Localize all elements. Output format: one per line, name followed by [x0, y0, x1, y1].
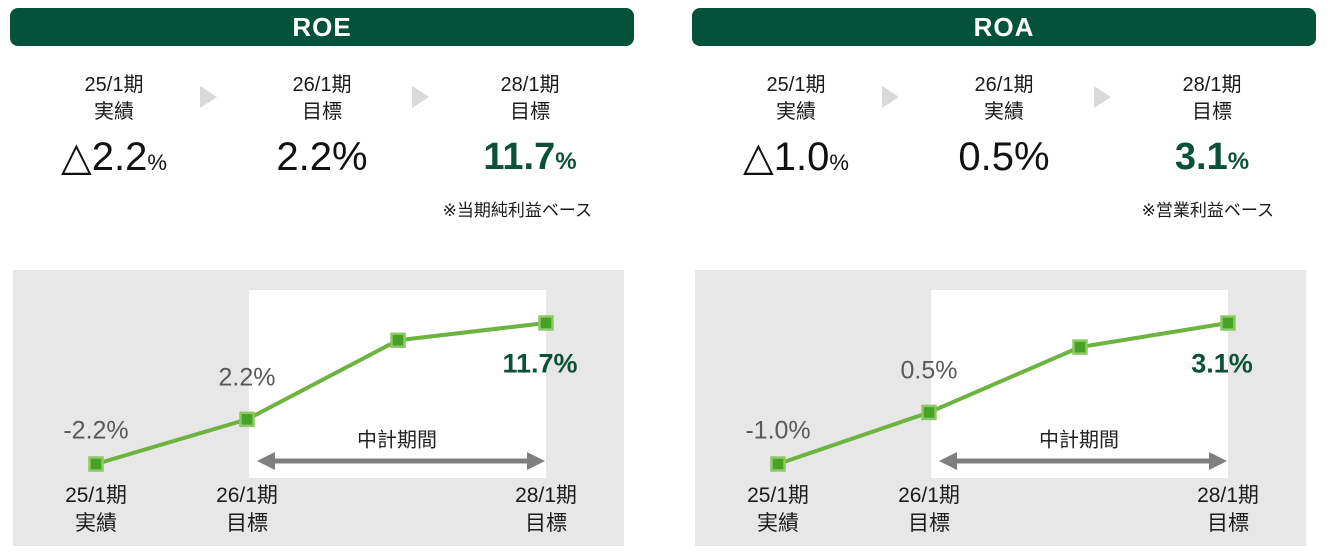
tick-period: 28/1期: [1197, 484, 1259, 507]
data-point-marker: [239, 411, 255, 428]
metric-period: 28/1期: [1182, 74, 1242, 96]
midterm-arrow-right-head: [527, 452, 545, 470]
roa-chart-panel: -1.0% 0.5% 3.1% 中計期間 25/1期 実績 26/1期 目標 2…: [695, 270, 1306, 546]
right-arrow-icon: [1094, 86, 1112, 108]
metric-kind: 実績: [984, 101, 1024, 123]
roa-chart-canvas: [770, 290, 1236, 478]
x-tick-label: 26/1期 目標: [216, 482, 278, 538]
metric-period: 26/1期: [974, 74, 1034, 96]
data-point-marker: [770, 456, 786, 472]
tick-period: 25/1期: [65, 484, 127, 507]
roa-footnote: ※営業利益ベース: [1141, 201, 1274, 220]
roe-panel: ROE 25/1期 実績 △2.2% 26/1期 目標 2.2% 28/1期 目…: [10, 0, 634, 552]
roa-metrics-row: 25/1期 実績 △1.0% 26/1期 実績 0.5% 28/1期 目標 3.…: [692, 72, 1316, 187]
right-arrow-icon: [412, 86, 430, 108]
data-point-marker: [88, 456, 104, 472]
roe-metric-26-1: 26/1期 目標 2.2%: [218, 72, 426, 187]
chart-value-label: -1.0%: [745, 416, 811, 445]
metric-value-number: △1.0: [743, 135, 830, 179]
chart-value-label: 0.5%: [900, 356, 958, 385]
tick-kind: 目標: [1207, 512, 1249, 535]
roe-header-bar: ROE: [10, 8, 634, 46]
metric-value-unit: %: [147, 150, 167, 175]
metric-value: △1.0%: [692, 133, 900, 187]
roa-metric-25-1: 25/1期 実績 △1.0%: [692, 72, 900, 187]
tick-period: 26/1期: [216, 484, 278, 507]
roa-header-bar: ROA: [692, 8, 1316, 46]
data-point-marker: [390, 332, 406, 348]
x-tick-label: 26/1期 目標: [898, 482, 960, 538]
data-point-marker: [921, 404, 937, 421]
metric-kind: 実績: [94, 101, 134, 123]
midterm-arrow-right-head: [1209, 452, 1227, 470]
metric-value-number: 3.1: [1174, 136, 1228, 178]
metric-value-number: 0.5%: [958, 135, 1050, 179]
metric-value-number: 2.2%: [276, 135, 368, 179]
metric-value-target: 3.1%: [1108, 133, 1316, 186]
tick-kind: 実績: [757, 512, 799, 535]
metric-value: △2.2%: [10, 133, 218, 187]
tick-kind: 実績: [75, 512, 117, 535]
metric-period: 28/1期: [500, 74, 560, 96]
metric-kind: 目標: [510, 101, 550, 123]
roe-footnote: ※当期純利益ベース: [442, 201, 592, 220]
metric-value-target: 11.7%: [426, 133, 634, 186]
midterm-band: [931, 290, 1228, 478]
tick-period: 25/1期: [747, 484, 809, 507]
metric-value: 0.5%: [900, 133, 1108, 187]
metric-kind: 目標: [1192, 101, 1232, 123]
tick-period: 26/1期: [898, 484, 960, 507]
x-tick-label: 28/1期 目標: [515, 482, 577, 538]
metric-period: 25/1期: [766, 74, 826, 96]
trend-line: [777, 321, 1229, 466]
midterm-period-label: 中計期間: [357, 429, 437, 452]
midterm-arrow-left-head: [257, 452, 275, 470]
tick-kind: 目標: [525, 512, 567, 535]
data-point-marker: [1220, 315, 1236, 331]
metric-value-number: △2.2: [61, 135, 148, 179]
metric-value: 2.2%: [218, 133, 426, 187]
roa-metric-28-1: 28/1期 目標 3.1%: [1108, 72, 1316, 187]
x-tick-label: 28/1期 目標: [1197, 482, 1259, 538]
metric-value-unit: %: [829, 150, 849, 175]
roe-metric-28-1: 28/1期 目標 11.7%: [426, 72, 634, 187]
trend-line: [95, 321, 547, 466]
x-tick-label: 25/1期 実績: [747, 482, 809, 538]
metric-kind: 実績: [776, 101, 816, 123]
roa-metric-26-1: 26/1期 実績 0.5%: [900, 72, 1108, 187]
roe-chart-panel: -2.2% 2.2% 11.7% 中計期間 25/1期 実績 26/1期 目標 …: [13, 270, 624, 546]
tick-kind: 目標: [908, 512, 950, 535]
right-arrow-icon: [882, 86, 900, 108]
roe-title: ROE: [292, 11, 352, 42]
roe-metrics-row: 25/1期 実績 △2.2% 26/1期 目標 2.2% 28/1期 目標 11…: [10, 72, 634, 187]
chart-target-label: 3.1%: [1191, 348, 1253, 379]
metric-kind: 目標: [302, 101, 342, 123]
metric-value-unit: %: [1227, 148, 1250, 175]
x-tick-label: 25/1期 実績: [65, 482, 127, 538]
tick-period: 28/1期: [515, 484, 577, 507]
metric-period: 26/1期: [292, 74, 352, 96]
right-arrow-icon: [200, 86, 218, 108]
midterm-band: [249, 290, 546, 478]
roa-panel: ROA 25/1期 実績 △1.0% 26/1期 実績 0.5% 28/1期 目…: [692, 0, 1316, 552]
chart-value-label: 2.2%: [218, 363, 276, 392]
roa-title: ROA: [973, 11, 1035, 42]
midterm-arrow-left-head: [939, 452, 957, 470]
roe-metric-25-1: 25/1期 実績 △2.2%: [10, 72, 218, 187]
midterm-period-label: 中計期間: [1039, 429, 1119, 452]
chart-target-label: 11.7%: [502, 348, 578, 379]
metric-period: 25/1期: [84, 74, 144, 96]
roe-chart-canvas: [88, 290, 554, 478]
chart-value-label: -2.2%: [63, 416, 129, 445]
metric-value-number: 11.7: [483, 136, 556, 178]
data-point-marker: [1072, 339, 1088, 355]
metric-value-unit: %: [555, 148, 577, 175]
data-point-marker: [538, 315, 554, 331]
tick-kind: 目標: [226, 512, 268, 535]
